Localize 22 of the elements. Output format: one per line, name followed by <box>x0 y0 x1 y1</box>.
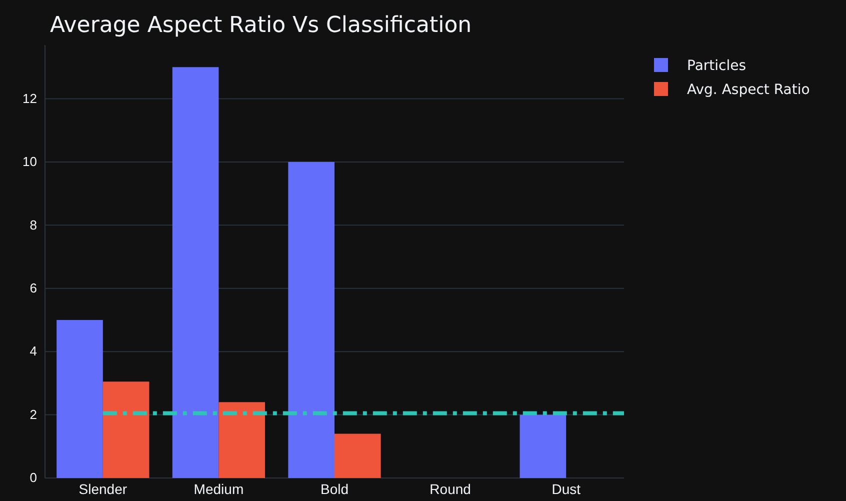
y-tick-label: 10 <box>22 154 37 170</box>
y-tick-label: 4 <box>30 344 37 359</box>
bar <box>102 382 150 478</box>
y-tick-label: 0 <box>30 470 37 486</box>
bar <box>520 414 566 478</box>
x-tick-label: Bold <box>320 480 349 497</box>
chart-title: Average Aspect Ratio Vs Classification <box>50 13 472 38</box>
bar <box>334 434 381 478</box>
y-tick-label: 2 <box>30 406 37 422</box>
legend-label: Particles <box>687 58 746 74</box>
y-tick-label: 12 <box>22 90 37 106</box>
legend-label: Avg. Aspect Ratio <box>687 82 810 98</box>
y-tick-label: 6 <box>30 280 37 296</box>
bar <box>172 67 219 478</box>
x-tick-label: Medium <box>194 480 244 497</box>
x-tick-label: Round <box>430 480 471 497</box>
bar <box>288 162 334 478</box>
y-tick-label: 8 <box>30 217 37 232</box>
x-tick-label: Dust <box>552 480 581 497</box>
x-tick-label: Slender <box>78 480 128 497</box>
bar <box>56 320 103 478</box>
bar <box>218 402 266 478</box>
